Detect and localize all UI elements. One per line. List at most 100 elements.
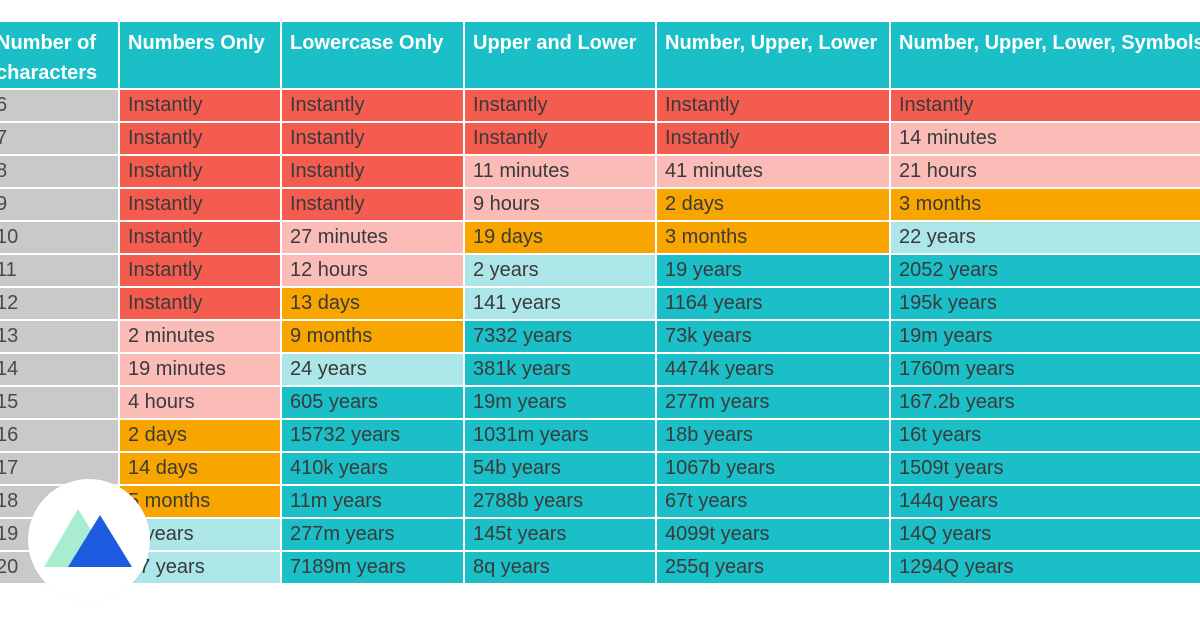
table-body: 6InstantlyInstantlyInstantlyInstantlyIns…	[0, 88, 1200, 585]
crack-time-cell: 19 days	[463, 220, 657, 255]
crack-time-cell: 67t years	[655, 484, 891, 519]
crack-time-cell: 1760m years	[889, 352, 1200, 387]
crack-time-cell: 7332 years	[463, 319, 657, 354]
crack-time-cell: Instantly	[118, 253, 282, 288]
crack-time-cell: Instantly	[280, 154, 465, 189]
crack-time-cell: 41 minutes	[655, 154, 891, 189]
character-count-cell: 8	[0, 154, 120, 189]
crack-time-cell: 4099t years	[655, 517, 891, 552]
crack-time-cell: 2788b years	[463, 484, 657, 519]
crack-time-cell: 277m years	[655, 385, 891, 420]
crack-time-cell: 2 days	[655, 187, 891, 222]
crack-time-cell: Instantly	[118, 154, 282, 189]
crack-time-cell: Instantly	[280, 121, 465, 156]
crack-time-cell: 3 months	[889, 187, 1200, 222]
character-count-cell: 16	[0, 418, 120, 453]
triangle-logo-icon	[44, 509, 132, 567]
crack-time-cell: 22 years	[889, 220, 1200, 255]
crack-time-cell: Instantly	[463, 88, 657, 123]
crack-time-cell: 7189m years	[280, 550, 465, 585]
crack-time-cell: 195k years	[889, 286, 1200, 321]
character-count-cell: 13	[0, 319, 120, 354]
crack-time-cell: 14 minutes	[889, 121, 1200, 156]
crack-time-cell: 1164 years	[655, 286, 891, 321]
crack-time-cell: 19m years	[889, 319, 1200, 354]
crack-time-cell: 24 years	[280, 352, 465, 387]
logo-badge	[28, 479, 150, 601]
header-number-upper-lower-symbols: Number, Upper, Lower, Symbols	[889, 20, 1200, 90]
crack-time-cell: Instantly	[118, 220, 282, 255]
crack-time-cell: Instantly	[280, 88, 465, 123]
crack-time-cell: 1031m years	[463, 418, 657, 453]
character-count-cell: 17	[0, 451, 120, 486]
crack-time-cell: 15732 years	[280, 418, 465, 453]
crack-time-cell: 2 years	[463, 253, 657, 288]
crack-time-cell: Instantly	[655, 88, 891, 123]
password-crack-time-table: Number of characters Numbers Only Lowerc…	[0, 20, 1200, 585]
crack-time-cell: Instantly	[118, 121, 282, 156]
crack-time-cell: 73k years	[655, 319, 891, 354]
character-count-cell: 12	[0, 286, 120, 321]
crack-time-cell: Instantly	[889, 88, 1200, 123]
crack-time-cell: 19 years	[655, 253, 891, 288]
crack-time-cell: 255q years	[655, 550, 891, 585]
crack-time-cell: Instantly	[118, 286, 282, 321]
header-numbers-only: Numbers Only	[118, 20, 282, 90]
crack-time-cell: 8q years	[463, 550, 657, 585]
crack-time-cell: 3 months	[655, 220, 891, 255]
character-count-cell: 11	[0, 253, 120, 288]
password-crack-table-wrapper: Number of characters Numbers Only Lowerc…	[0, 20, 1200, 585]
crack-time-cell: 14Q years	[889, 517, 1200, 552]
table-row: 6InstantlyInstantlyInstantlyInstantlyIns…	[0, 88, 1200, 123]
character-count-cell: 9	[0, 187, 120, 222]
crack-time-cell: 14 days	[118, 451, 282, 486]
header-lowercase-only: Lowercase Only	[280, 20, 465, 90]
crack-time-cell: 410k years	[280, 451, 465, 486]
crack-time-cell: 4474k years	[655, 352, 891, 387]
header-number-upper-lower: Number, Upper, Lower	[655, 20, 891, 90]
crack-time-cell: 1067b years	[655, 451, 891, 486]
crack-time-cell: Instantly	[118, 88, 282, 123]
crack-time-cell: 4 hours	[118, 385, 282, 420]
crack-time-cell: Instantly	[118, 187, 282, 222]
crack-time-cell: 21 hours	[889, 154, 1200, 189]
crack-time-cell: 381k years	[463, 352, 657, 387]
crack-time-cell: 144q years	[889, 484, 1200, 519]
crack-time-cell: 141 years	[463, 286, 657, 321]
header-upper-and-lower: Upper and Lower	[463, 20, 657, 90]
crack-time-cell: 2 minutes	[118, 319, 282, 354]
crack-time-cell: Instantly	[463, 121, 657, 156]
crack-time-cell: 27 minutes	[280, 220, 465, 255]
crack-time-cell: 11m years	[280, 484, 465, 519]
crack-time-cell: 12 hours	[280, 253, 465, 288]
header-number-of-characters: Number of characters	[0, 20, 120, 90]
character-count-cell: 6	[0, 88, 120, 123]
crack-time-cell: 18b years	[655, 418, 891, 453]
crack-time-cell: Instantly	[655, 121, 891, 156]
crack-time-cell: 167.2b years	[889, 385, 1200, 420]
character-count-cell: 7	[0, 121, 120, 156]
crack-time-cell: Instantly	[280, 187, 465, 222]
character-count-cell: 14	[0, 352, 120, 387]
crack-time-cell: 13 days	[280, 286, 465, 321]
character-count-cell: 15	[0, 385, 120, 420]
crack-time-cell: 9 hours	[463, 187, 657, 222]
crack-time-cell: 16t years	[889, 418, 1200, 453]
crack-time-cell: 54b years	[463, 451, 657, 486]
crack-time-cell: 1509t years	[889, 451, 1200, 486]
crack-time-cell: 19 minutes	[118, 352, 282, 387]
character-count-cell: 10	[0, 220, 120, 255]
